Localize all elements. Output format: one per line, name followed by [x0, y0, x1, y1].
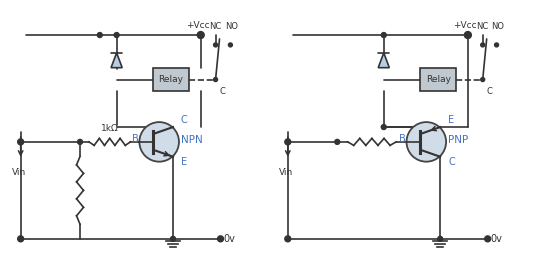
- Circle shape: [228, 43, 233, 47]
- Text: NC: NC: [209, 22, 222, 31]
- Circle shape: [197, 31, 204, 39]
- Circle shape: [214, 43, 217, 47]
- Text: E: E: [448, 115, 454, 125]
- Text: 0v: 0v: [223, 234, 235, 244]
- Circle shape: [438, 236, 442, 241]
- Circle shape: [381, 124, 386, 129]
- Text: +Vcc: +Vcc: [453, 21, 477, 30]
- Text: C: C: [448, 157, 455, 167]
- Circle shape: [407, 122, 446, 162]
- Text: Vin: Vin: [279, 168, 293, 177]
- Text: C: C: [220, 88, 226, 96]
- Text: NO: NO: [225, 22, 238, 31]
- Circle shape: [114, 32, 119, 37]
- Text: PNP: PNP: [448, 135, 468, 145]
- Text: C: C: [487, 88, 492, 96]
- Text: E: E: [181, 157, 187, 167]
- Bar: [153, 68, 189, 91]
- Text: NO: NO: [491, 22, 504, 31]
- Circle shape: [481, 43, 485, 47]
- Text: 0v: 0v: [491, 234, 503, 244]
- Circle shape: [217, 236, 223, 242]
- Circle shape: [140, 122, 179, 162]
- Text: +Vcc: +Vcc: [186, 21, 209, 30]
- Circle shape: [495, 43, 498, 47]
- Text: Vin: Vin: [12, 168, 26, 177]
- Bar: [420, 68, 456, 91]
- Circle shape: [171, 236, 176, 241]
- Text: NPN: NPN: [181, 135, 202, 145]
- Circle shape: [18, 139, 24, 145]
- Circle shape: [214, 78, 217, 81]
- Text: Relay: Relay: [426, 75, 451, 84]
- Circle shape: [465, 31, 471, 39]
- Circle shape: [77, 139, 83, 144]
- Polygon shape: [111, 53, 122, 68]
- Text: Relay: Relay: [158, 75, 184, 84]
- Polygon shape: [378, 53, 389, 68]
- Text: C: C: [181, 115, 188, 125]
- Circle shape: [485, 236, 491, 242]
- Text: 1kΩ: 1kΩ: [101, 124, 119, 133]
- Text: B: B: [399, 134, 405, 144]
- Text: B: B: [132, 134, 139, 144]
- Circle shape: [285, 139, 291, 145]
- Circle shape: [481, 78, 485, 81]
- Circle shape: [97, 32, 102, 37]
- Text: NC: NC: [476, 22, 489, 31]
- Circle shape: [18, 236, 24, 242]
- Circle shape: [335, 139, 340, 144]
- Circle shape: [381, 32, 386, 37]
- Circle shape: [285, 236, 291, 242]
